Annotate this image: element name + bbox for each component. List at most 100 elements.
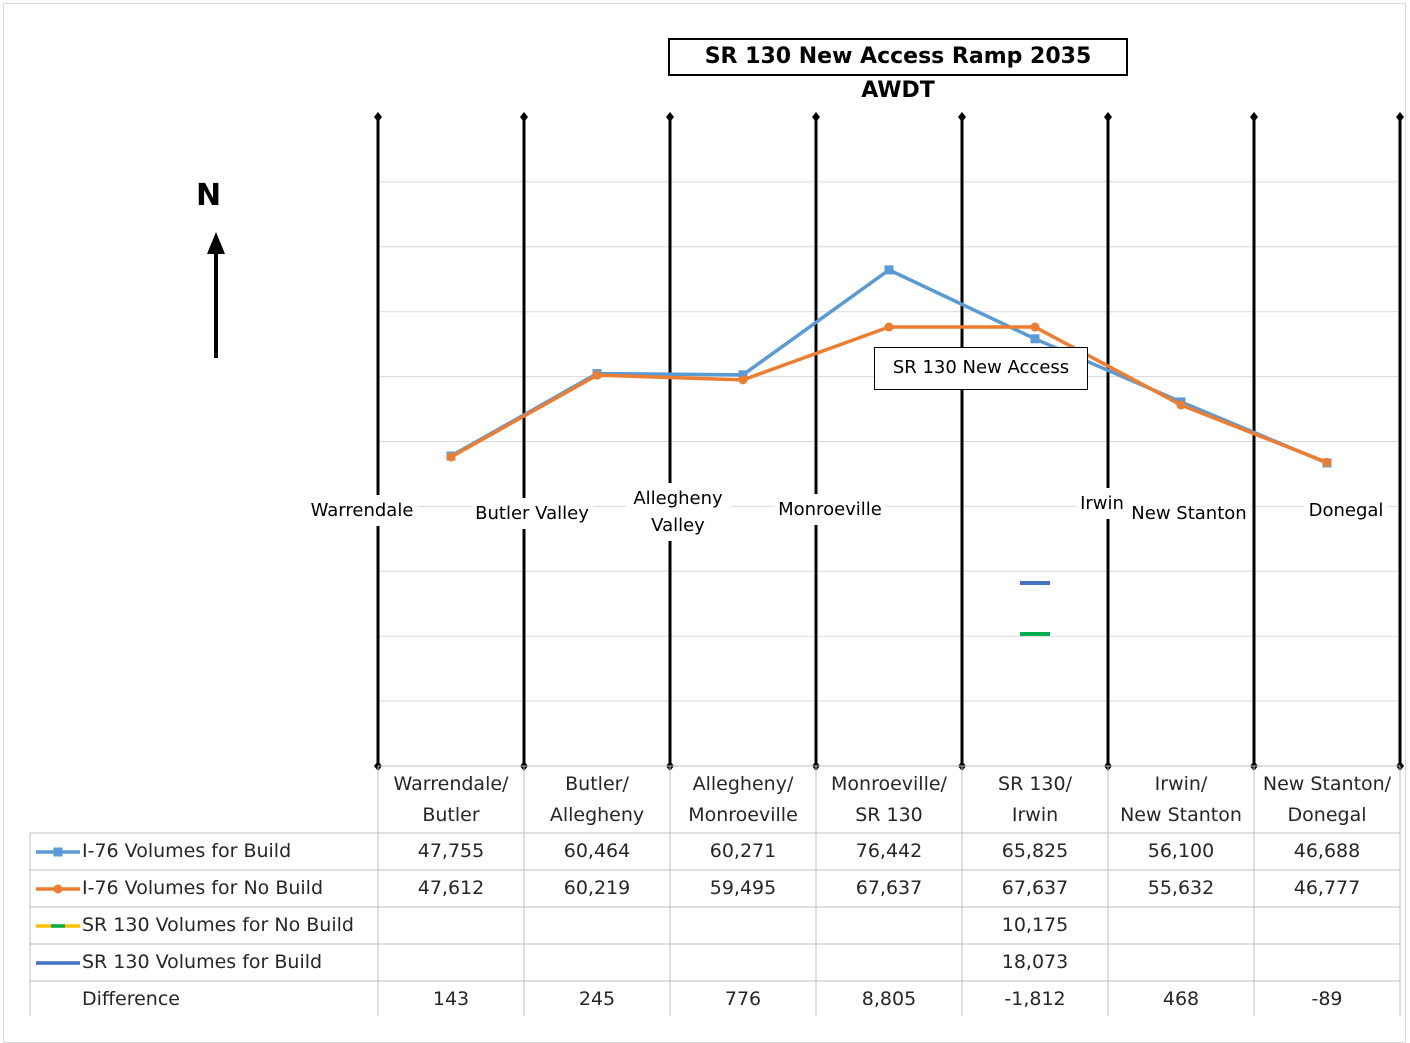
interchange-label: New Stanton	[1127, 498, 1251, 529]
table-cell: 18,073	[1001, 951, 1069, 973]
table-row-label: SR 130 Volumes for Build	[34, 944, 322, 981]
table-cell	[816, 944, 962, 981]
no-build-point-marker	[1176, 400, 1186, 410]
interchange-label: Warrendale	[306, 495, 418, 526]
segment-header-line: Irwin/	[1154, 773, 1208, 795]
north-arrow-icon	[207, 232, 225, 358]
interchange-dividers	[374, 112, 1404, 771]
segment-header-line: Butler	[422, 804, 480, 826]
table-cell: -1,812	[1004, 988, 1066, 1010]
table-cell: 245	[578, 988, 616, 1010]
table-cell: 65,825	[1001, 840, 1069, 862]
table-cell	[670, 907, 816, 944]
segment-header-line: SR 130/	[998, 773, 1072, 795]
table-cell	[378, 944, 524, 981]
no-build-point-marker	[1030, 322, 1040, 332]
segment-header-line: Donegal	[1287, 804, 1367, 826]
table-cell: 46,688	[1293, 840, 1361, 862]
segment-header-line: Allegheny	[549, 804, 645, 826]
segment-header-line: Butler/	[565, 773, 629, 795]
divider-end-marker	[1104, 112, 1112, 122]
legend-key-icon	[36, 884, 80, 893]
table-row-label: I-76 Volumes for No Build	[34, 870, 323, 907]
table-row-label-text: SR 130 Volumes for Build	[82, 951, 323, 973]
segment-header-line: Allegheny/	[692, 773, 794, 795]
legend-key-marker	[53, 884, 63, 893]
table-cell: 67,637	[855, 877, 923, 899]
legend-key-icon	[36, 923, 80, 928]
table-row-label: I-76 Volumes for Build	[34, 833, 291, 870]
segment-header: SR 130/Irwin	[962, 769, 1108, 831]
table-cell: 60,219	[563, 877, 631, 899]
interchange-label: Monroeville	[774, 494, 886, 525]
divider-end-marker	[958, 112, 966, 122]
table-cell: 60,271	[709, 840, 777, 862]
no-build-point-marker	[592, 370, 602, 380]
divider-end-marker	[1250, 112, 1258, 122]
table-cell: -89	[1311, 988, 1343, 1010]
no-build-point-marker	[884, 322, 894, 332]
legend-key-icon	[36, 960, 80, 965]
build-point-marker	[884, 265, 894, 275]
gridlines	[378, 181, 1400, 702]
segment-header: Irwin/New Stanton	[1108, 769, 1254, 831]
divider-end-marker	[520, 112, 528, 122]
table-cell: 60,464	[563, 840, 631, 862]
divider-end-marker	[1396, 112, 1404, 122]
segment-header: Allegheny/Monroeville	[670, 769, 816, 831]
series-lines	[446, 265, 1332, 636]
no-build-point-marker	[1322, 457, 1332, 467]
table-cell	[1108, 907, 1254, 944]
table-cell: 59,495	[709, 877, 777, 899]
build-point-marker	[1030, 334, 1040, 344]
table-cell: 776	[724, 988, 762, 1010]
table-cell: 76,442	[855, 840, 923, 862]
legend-key-icon	[34, 991, 82, 1009]
table-cell: 8,805	[861, 988, 917, 1010]
table-cell: 67,637	[1001, 877, 1069, 899]
chart-title: SR 130 New Access Ramp 2035 AWDT	[668, 38, 1128, 103]
divider-end-marker	[812, 112, 820, 122]
table-cell	[1254, 907, 1400, 944]
segment-header-line: SR 130	[855, 804, 923, 826]
table-row-label: SR 130 Volumes for No Build	[34, 907, 354, 944]
table-cell	[524, 944, 670, 981]
table-row-label-text: SR 130 Volumes for No Build	[82, 914, 354, 936]
table-cell: 143	[432, 988, 470, 1010]
table-cell: 55,632	[1147, 877, 1215, 899]
segment-header-line: Irwin	[1011, 804, 1059, 826]
interchange-label: Irwin	[1076, 488, 1128, 519]
table-cell	[524, 907, 670, 944]
segment-header-line: Warrendale/	[393, 773, 509, 795]
segment-header-line: Monroeville/	[831, 773, 947, 795]
segment-header-line: Monroeville	[688, 804, 798, 826]
table-cell: 56,100	[1147, 840, 1215, 862]
table-cell: 47,755	[417, 840, 485, 862]
divider-end-marker	[666, 112, 674, 122]
table-cell	[1254, 944, 1400, 981]
segment-header-line: New Stanton	[1120, 804, 1242, 826]
table-cell: 47,612	[417, 877, 485, 899]
divider-end-marker	[374, 112, 382, 122]
legend-key-marker	[53, 847, 63, 856]
table-cell	[670, 944, 816, 981]
table-cell	[378, 907, 524, 944]
table-row-label-text: I-76 Volumes for No Build	[82, 877, 324, 899]
north-label: N	[196, 178, 222, 213]
table-cell	[816, 907, 962, 944]
segment-header: Monroeville/SR 130	[816, 769, 962, 831]
table-cell: 46,777	[1293, 877, 1361, 899]
build-point-marker	[738, 370, 748, 380]
table-row-label-text: I-76 Volumes for Build	[82, 840, 292, 862]
data-table-grid	[29, 765, 1401, 1016]
segment-header: New Stanton/Donegal	[1254, 769, 1400, 831]
no-build-point-marker	[446, 452, 456, 462]
segment-header: Butler/Allegheny	[524, 769, 670, 831]
interchange-label: Donegal	[1304, 495, 1388, 526]
interchange-label: Butler Valley	[471, 498, 593, 529]
no-build-point-marker	[738, 375, 748, 385]
table-cell: 468	[1162, 988, 1200, 1010]
table-row-label-text: Difference	[82, 988, 180, 1010]
sr130-new-access-annotation: SR 130 New Access	[874, 347, 1088, 390]
table-cell	[1108, 944, 1254, 981]
